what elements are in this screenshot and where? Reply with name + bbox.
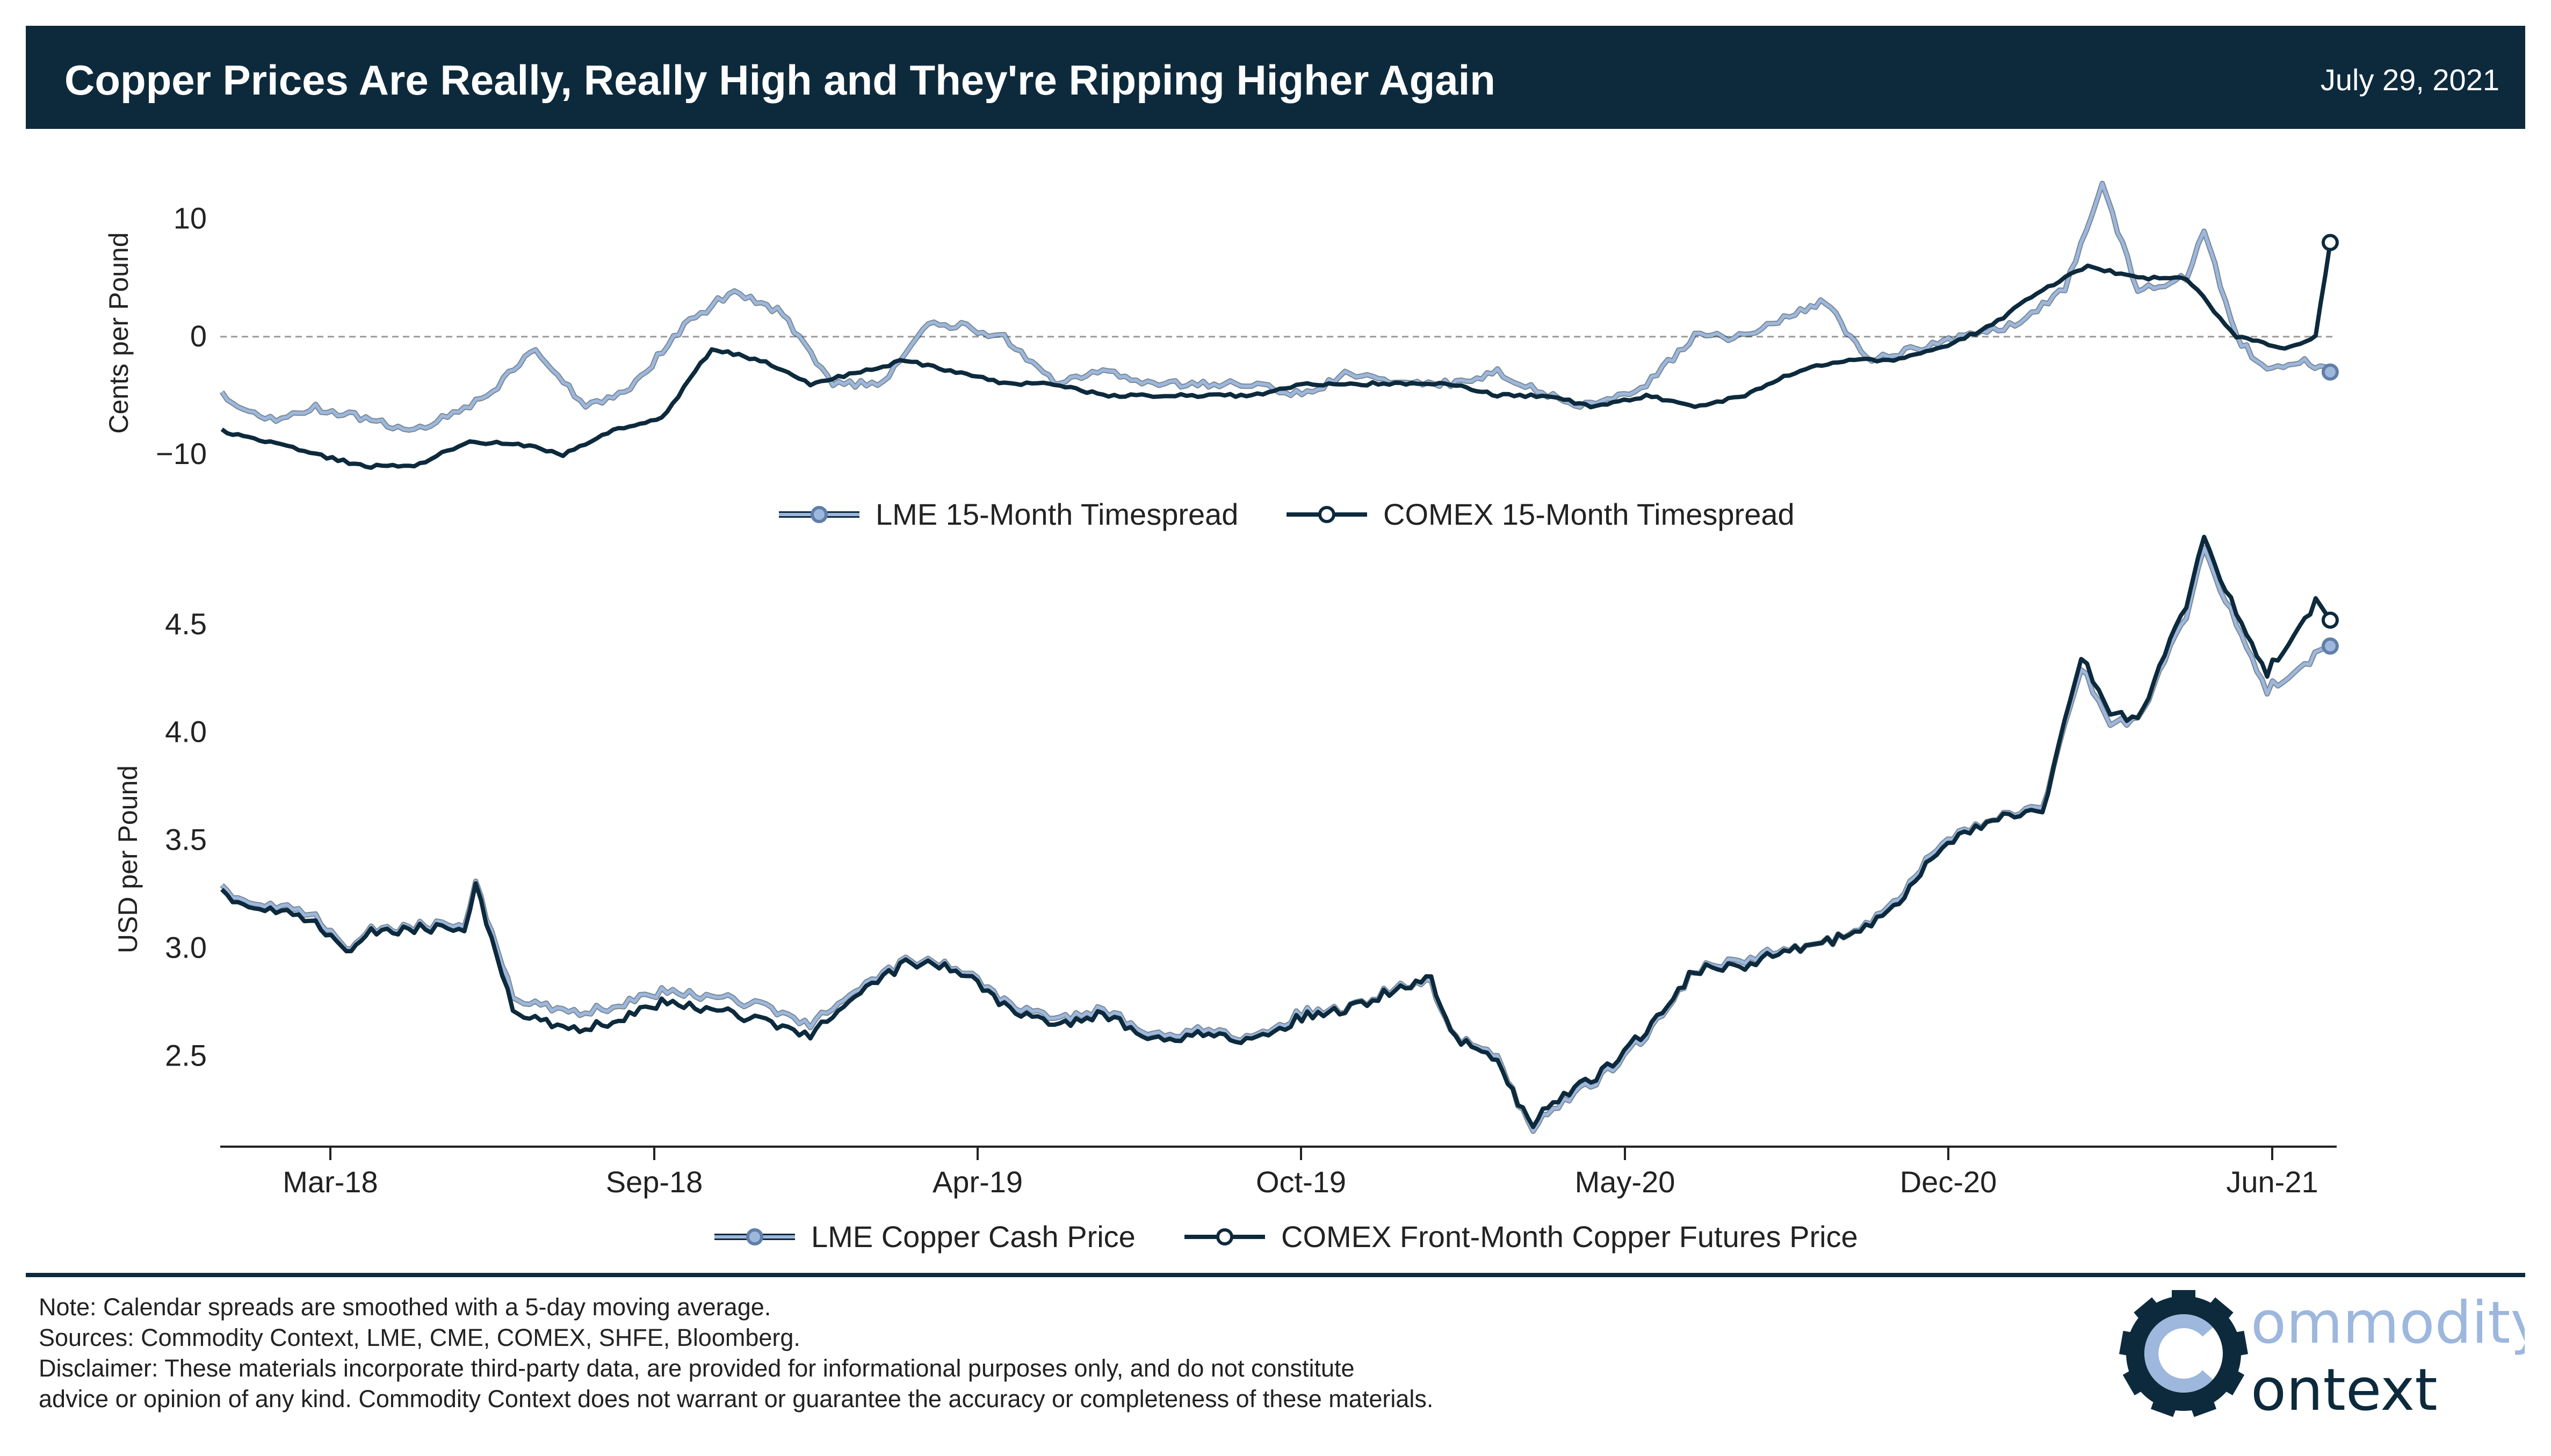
- price-x-ticks: Mar-18 Sep-18 Apr-19 Oct-19 May-20 Dec-20 Jun-…: [283, 1147, 2318, 1199]
- timespread-series: [219, 180, 2339, 470]
- publication-date: July 29, 2021: [2320, 63, 2499, 97]
- disclaimer-line-1: Disclaimer: These materials incorporate …: [39, 1354, 1355, 1382]
- legend-label-lme-15-month-timespread: LME 15-Month Timespread: [876, 497, 1238, 531]
- legend-marker: [1216, 1228, 1233, 1245]
- timespread-y-ticks: 10 0 −10: [156, 201, 207, 470]
- x-tick-label: May-20: [1575, 1165, 1675, 1199]
- logo-word-commodity: ommodity: [2251, 1290, 2525, 1357]
- sources-note: Sources: Commodity Context, LME, CME, CO…: [39, 1324, 800, 1351]
- disclaimer-line-2: advice or opinion of any kind. Commodity…: [39, 1385, 1434, 1412]
- legend-marker: [811, 506, 828, 523]
- comex-15-month-timespread-line: [220, 242, 2332, 470]
- x-tick-label: Apr-19: [933, 1165, 1023, 1199]
- legend-marker: [1318, 506, 1335, 523]
- comex-15-month-timespread-endpoint: [2321, 234, 2339, 251]
- timespread-y-axis-label: Cents per Pound: [104, 232, 134, 433]
- legend-label-comex-15-month-timespread: COMEX 15-Month Timespread: [1383, 497, 1795, 531]
- lme-15-month-timespread-line: [220, 182, 2332, 432]
- price-legend: LME Copper Cash Price COMEX Front-Month C…: [714, 1220, 1858, 1254]
- gear-c-icon: [2119, 1290, 2249, 1417]
- y-tick-label: −10: [156, 437, 207, 470]
- footer-divider: [26, 1273, 2525, 1277]
- timespread-panel: 10 0 −10 Cents per Pound LME 15-Month Time…: [104, 180, 2339, 531]
- y-tick-label: 3.5: [165, 823, 207, 857]
- header-banner: Copper Prices Are Really, Really High an…: [26, 26, 2525, 129]
- y-tick-label: 0: [190, 319, 207, 353]
- commodity-context-logo: ommodity ontext: [2119, 1290, 2525, 1424]
- x-tick-label: Sep-18: [606, 1165, 703, 1199]
- comex-front-month-copper-futures-price-endpoint: [2321, 611, 2339, 629]
- price-y-axis-label: USD per Pound: [113, 765, 143, 953]
- price-series: [220, 534, 2339, 1134]
- legend-label-lme-copper-cash-price: LME Copper Cash Price: [811, 1220, 1136, 1254]
- chart-area: 10 0 −10 Cents per Pound LME 15-Month Time…: [104, 180, 2339, 1254]
- lme-copper-cash-price-endpoint: [2321, 637, 2339, 655]
- lme-15-month-timespread-endpoint: [2321, 363, 2339, 381]
- x-tick-label: Jun-21: [2226, 1165, 2318, 1199]
- legend-label-comex-front-month-copper-futures-price: COMEX Front-Month Copper Futures Price: [1281, 1220, 1858, 1254]
- y-tick-label: 4.5: [165, 607, 207, 641]
- y-tick-label: 10: [174, 201, 207, 235]
- lme-copper-cash-price-line: [220, 546, 2331, 1133]
- smoothing-note: Note: Calendar spreads are smoothed with…: [39, 1293, 771, 1321]
- x-tick-label: Oct-19: [1256, 1165, 1346, 1199]
- logo-word-context: ontext: [2251, 1357, 2438, 1424]
- y-tick-label: 2.5: [165, 1038, 207, 1072]
- x-tick-label: Mar-18: [283, 1165, 378, 1199]
- price-panel: 4.5 4.0 3.5 3.0 2.5 Mar-18 Sep-18 Apr-19 Oct-19…: [113, 534, 2339, 1254]
- price-y-ticks: 4.5 4.0 3.5 3.0 2.5: [165, 607, 207, 1073]
- series-line-outline: [220, 545, 2331, 1134]
- legend-marker: [746, 1228, 763, 1245]
- x-tick-label: Dec-20: [1900, 1165, 1997, 1199]
- y-tick-label: 3.0: [165, 930, 207, 964]
- chart-title: Copper Prices Are Really, Really High an…: [64, 56, 1495, 104]
- footer-notes: Note: Calendar spreads are smoothed with…: [39, 1292, 2026, 1414]
- timespread-legend: LME 15-Month Timespread COMEX 15-Month Ti…: [779, 497, 1795, 531]
- comex-front-month-copper-futures-price-line: [220, 534, 2332, 1129]
- y-tick-label: 4.0: [165, 715, 207, 749]
